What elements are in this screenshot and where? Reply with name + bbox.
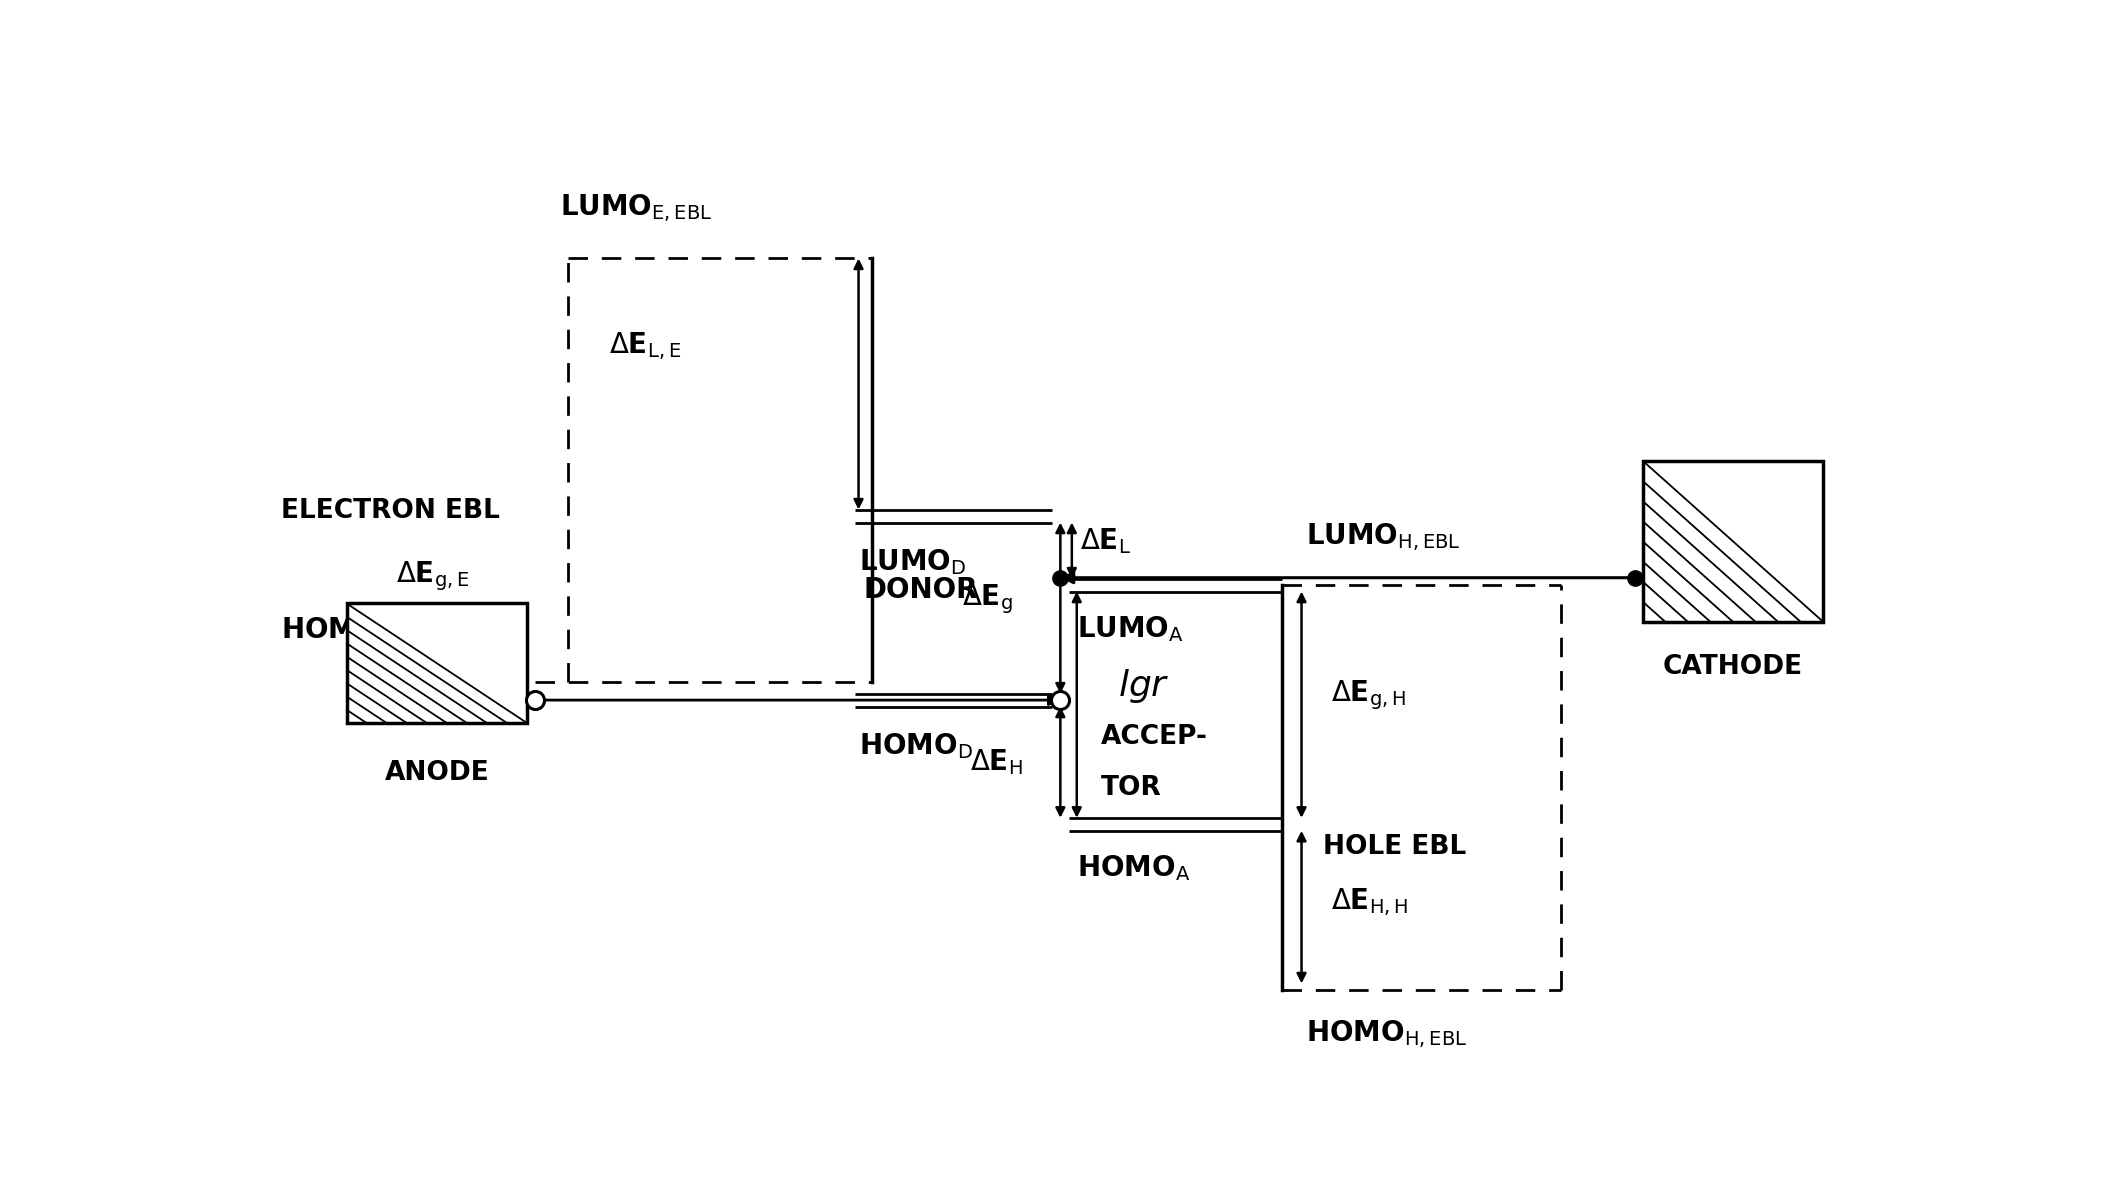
Text: ELECTRON EBL: ELECTRON EBL <box>282 498 500 525</box>
Text: LUMO$_{\mathsf{E, EBL}}$: LUMO$_{\mathsf{E, EBL}}$ <box>559 192 711 223</box>
Text: $\Delta$E$_{\mathsf{H}}$: $\Delta$E$_{\mathsf{H}}$ <box>970 747 1023 777</box>
Text: LUMO$_{\mathsf{H, EBL}}$: LUMO$_{\mathsf{H, EBL}}$ <box>1306 521 1461 553</box>
Text: CATHODE: CATHODE <box>1664 654 1804 680</box>
Text: LUMO$_{\mathsf{D}}$: LUMO$_{\mathsf{D}}$ <box>860 547 965 577</box>
Text: ACCEP-: ACCEP- <box>1101 724 1209 750</box>
Text: $\Delta$E$_{\mathsf{L, E}}$: $\Delta$E$_{\mathsf{L, E}}$ <box>610 330 682 362</box>
Text: $\Delta$E$_{\mathsf{H, H}}$: $\Delta$E$_{\mathsf{H, H}}$ <box>1332 887 1408 919</box>
Text: ANODE: ANODE <box>385 760 489 786</box>
Text: $\Delta$E$_{\mathsf{L}}$: $\Delta$E$_{\mathsf{L}}$ <box>1080 527 1130 556</box>
Text: HOMO$_{\mathsf{D}}$: HOMO$_{\mathsf{D}}$ <box>860 731 972 761</box>
Text: HOMO$_{\mathsf{E, EBL}}$: HOMO$_{\mathsf{E, EBL}}$ <box>282 615 440 646</box>
Text: HOMO$_{\mathsf{A}}$: HOMO$_{\mathsf{A}}$ <box>1078 853 1190 883</box>
Text: $\Delta$E$_{\mathsf{g, E}}$: $\Delta$E$_{\mathsf{g, E}}$ <box>396 559 470 593</box>
Text: DONOR: DONOR <box>864 576 978 603</box>
Text: HOMO$_{\mathsf{H, EBL}}$: HOMO$_{\mathsf{H, EBL}}$ <box>1306 1018 1467 1050</box>
Text: TOR: TOR <box>1101 774 1162 801</box>
Text: $\Delta$E$_{\mathsf{g, H}}$: $\Delta$E$_{\mathsf{g, H}}$ <box>1332 679 1406 712</box>
Bar <box>1643 461 1823 621</box>
Text: HOLE EBL: HOLE EBL <box>1323 834 1467 860</box>
Text: LUMO$_{\mathsf{A}}$: LUMO$_{\mathsf{A}}$ <box>1078 614 1183 644</box>
Text: $\it{lgr}$: $\it{lgr}$ <box>1118 667 1169 705</box>
Bar <box>347 603 527 723</box>
Text: $\Delta$E$_{\mathsf{g}}$: $\Delta$E$_{\mathsf{g}}$ <box>961 582 1012 615</box>
